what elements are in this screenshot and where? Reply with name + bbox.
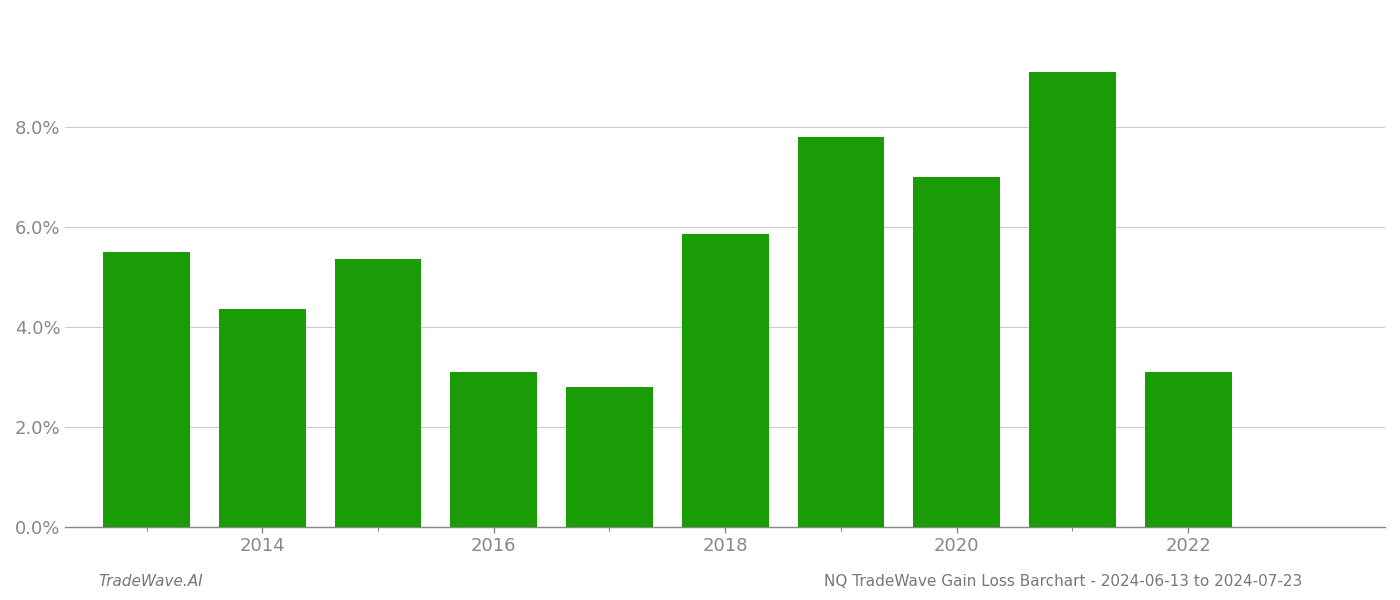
Bar bbox=[913, 177, 1000, 527]
Text: NQ TradeWave Gain Loss Barchart - 2024-06-13 to 2024-07-23: NQ TradeWave Gain Loss Barchart - 2024-0… bbox=[823, 574, 1302, 589]
Bar bbox=[1029, 72, 1116, 527]
Bar bbox=[104, 252, 190, 527]
Text: TradeWave.AI: TradeWave.AI bbox=[98, 574, 203, 589]
Bar bbox=[335, 259, 421, 527]
Bar bbox=[451, 372, 538, 527]
Bar bbox=[1145, 372, 1232, 527]
Bar bbox=[218, 309, 305, 527]
Bar bbox=[798, 137, 885, 527]
Bar bbox=[566, 386, 652, 527]
Bar bbox=[682, 235, 769, 527]
